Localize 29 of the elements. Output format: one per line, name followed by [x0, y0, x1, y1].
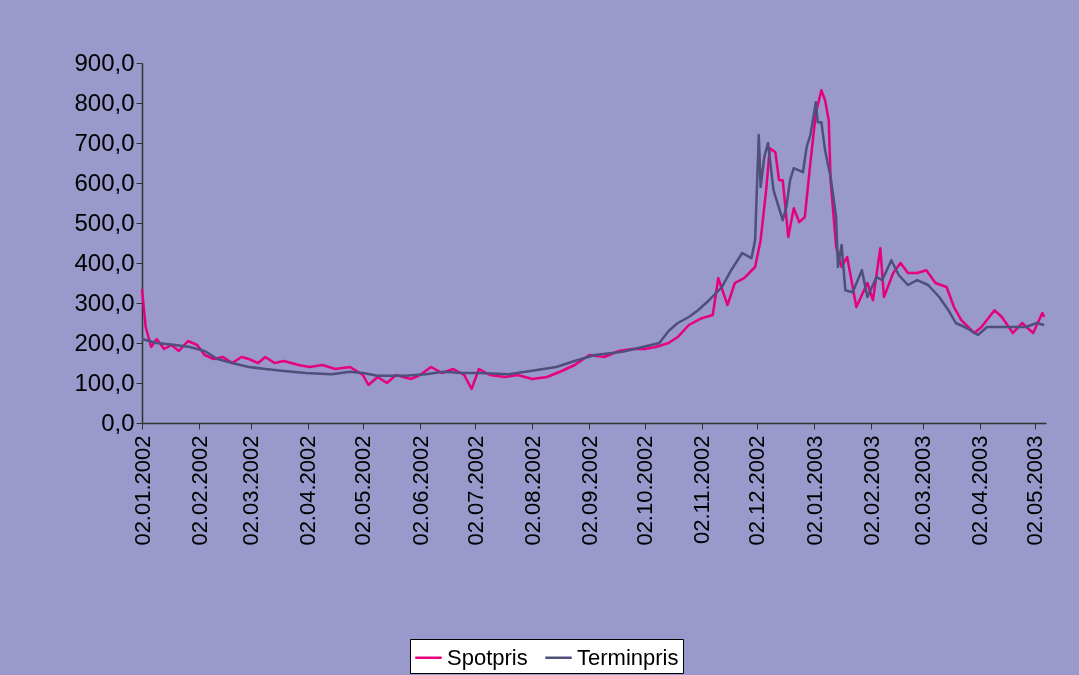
x-tick-label: 02.10.2002: [632, 435, 658, 546]
x-tick-label: 02.02.2003: [858, 435, 884, 546]
x-tick-label: 02.04.2002: [295, 435, 321, 546]
y-tick-label: 600,0: [74, 168, 135, 196]
legend-label: Spotpris: [447, 644, 528, 670]
y-tick-label: 200,0: [74, 328, 135, 356]
x-tick-label: 02.07.2002: [462, 435, 488, 546]
x-tick-label: 02.06.2002: [407, 435, 433, 546]
y-tick-label: 400,0: [74, 248, 135, 276]
y-tick-label: 800,0: [74, 88, 135, 116]
y-tick-label: 900,0: [74, 48, 135, 76]
y-tick-label: 100,0: [74, 368, 135, 396]
x-tick-label: 02.03.2003: [910, 435, 936, 546]
x-tick-label: 02.03.2002: [238, 435, 264, 546]
x-tick-label: 02.04.2003: [967, 435, 993, 546]
x-tick-label: 02.05.2002: [350, 435, 376, 546]
x-tick-label: 02.09.2002: [576, 435, 602, 546]
x-tick-label: 02.01.2003: [801, 435, 827, 546]
x-tick-label: 02.12.2002: [744, 435, 770, 546]
legend-label: Terminpris: [577, 644, 679, 670]
y-tick-label: 700,0: [74, 128, 135, 156]
x-tick-label: 02.08.2002: [519, 435, 545, 546]
y-tick-label: 500,0: [74, 208, 135, 236]
x-tick-label: 02.01.2002: [129, 435, 155, 546]
x-tick-label: 02.02.2002: [186, 435, 212, 546]
x-tick-label: 02.11.2002: [689, 435, 715, 544]
x-tick-label: 02.05.2003: [1022, 435, 1048, 546]
y-tick-label: 0,0: [101, 408, 135, 436]
y-tick-label: 300,0: [74, 288, 135, 316]
